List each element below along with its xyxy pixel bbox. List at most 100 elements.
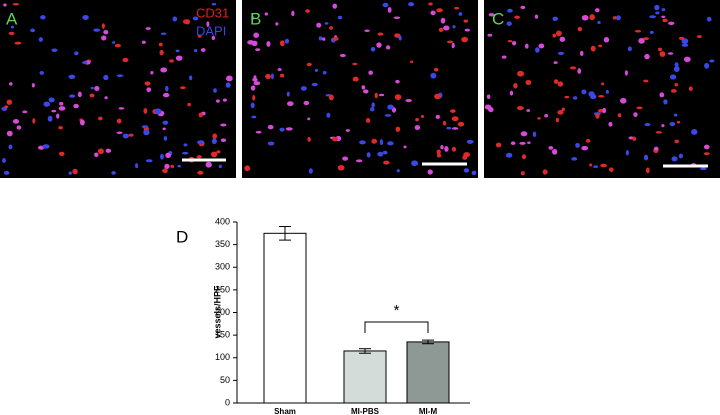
cell <box>284 38 290 44</box>
micrograph-c <box>484 0 720 178</box>
cell <box>193 49 198 53</box>
cell <box>144 81 151 86</box>
cell <box>3 3 7 7</box>
cell <box>300 86 307 91</box>
cell <box>436 153 442 158</box>
cell <box>601 82 605 86</box>
cell <box>270 73 274 80</box>
cell <box>509 90 514 96</box>
cell <box>706 16 712 22</box>
cell <box>600 163 607 168</box>
cell <box>608 121 613 127</box>
cell <box>220 138 227 142</box>
cell <box>659 92 665 98</box>
cell <box>398 35 402 41</box>
cell <box>212 133 218 139</box>
cell <box>163 136 168 141</box>
cell <box>328 94 334 101</box>
cells <box>1 2 715 176</box>
cell <box>150 71 154 75</box>
cell <box>557 51 565 56</box>
cell <box>97 148 104 155</box>
cell <box>663 99 668 105</box>
cell <box>449 109 456 113</box>
cell <box>31 83 35 88</box>
cell <box>488 12 495 17</box>
cell <box>371 102 375 108</box>
cell <box>612 16 617 20</box>
cell <box>507 39 513 43</box>
cell <box>670 89 677 93</box>
cell <box>662 18 668 23</box>
cell <box>436 8 443 13</box>
cell <box>487 33 493 37</box>
cell <box>192 16 199 21</box>
cell <box>94 85 100 91</box>
cell <box>189 75 193 81</box>
cell <box>378 93 385 97</box>
cell <box>415 118 419 122</box>
cell <box>43 101 51 107</box>
annotation: * <box>394 302 400 319</box>
cell <box>352 62 358 66</box>
cell <box>393 16 401 19</box>
cell <box>170 164 175 169</box>
cell <box>581 14 589 21</box>
stain-label: DAPI <box>196 23 226 38</box>
y-tick-label: 100 <box>215 352 230 362</box>
cell <box>306 62 312 67</box>
cell <box>342 156 349 161</box>
cell <box>649 15 656 19</box>
cell <box>116 131 123 134</box>
cell <box>678 36 685 40</box>
cell <box>676 120 681 124</box>
cell <box>700 167 707 171</box>
cell <box>255 48 261 52</box>
cell <box>520 131 528 137</box>
cell <box>116 74 124 77</box>
cell <box>252 94 256 101</box>
cell <box>488 107 494 113</box>
y-tick-label: 400 <box>215 216 230 226</box>
cell <box>681 38 689 44</box>
cell <box>307 117 311 121</box>
cell <box>40 15 46 20</box>
cell <box>577 26 583 32</box>
cell <box>703 152 710 156</box>
cell <box>434 93 441 100</box>
cell <box>116 118 122 124</box>
cell <box>555 117 560 123</box>
cell <box>436 149 441 155</box>
cell <box>654 4 660 11</box>
cell <box>225 82 231 88</box>
cell <box>218 164 222 168</box>
cell <box>442 120 447 126</box>
cell <box>638 37 645 44</box>
cell <box>101 35 107 41</box>
cell <box>544 114 549 118</box>
cell <box>605 89 609 94</box>
cell <box>446 40 454 44</box>
cell <box>74 51 79 56</box>
cell <box>352 76 359 82</box>
cell <box>211 35 216 41</box>
cell <box>634 29 642 33</box>
cell <box>169 59 174 63</box>
cell <box>158 42 163 47</box>
cell <box>520 5 526 10</box>
cell <box>427 169 433 175</box>
cell <box>633 112 638 118</box>
cell <box>14 41 22 45</box>
cell <box>659 51 666 57</box>
cell <box>69 94 76 98</box>
cell <box>589 14 595 21</box>
cell <box>673 113 678 117</box>
cell <box>211 138 217 145</box>
cell <box>6 130 13 137</box>
cell <box>210 151 218 158</box>
cell <box>89 93 95 98</box>
cell <box>48 97 55 103</box>
cell <box>279 127 285 132</box>
cell <box>51 109 57 113</box>
bar <box>343 350 387 404</box>
